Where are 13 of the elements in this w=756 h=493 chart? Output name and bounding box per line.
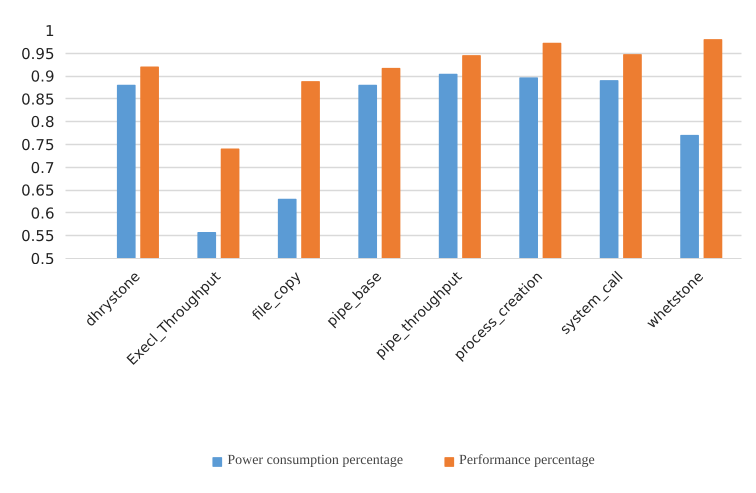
legend-label: Performance percentage — [459, 453, 595, 469]
y-tick-label: 0.75 — [21, 136, 55, 154]
y-tick-label: 0.85 — [21, 90, 55, 108]
y-tick-label: 0.55 — [21, 227, 55, 246]
y-tick-label: 0.95 — [21, 44, 55, 63]
y-tick-label: 0.6 — [30, 204, 55, 222]
y-tick-label: 0.8 — [30, 113, 55, 132]
y-tick-label: 0.5 — [30, 250, 55, 268]
legend-label: Power consumption percentage — [227, 453, 404, 469]
y-tick-label: 0.7 — [30, 158, 55, 177]
y-tick-label: 0.9 — [30, 68, 55, 86]
y-tick-label: 0.65 — [21, 182, 55, 200]
y-tick-label: 1 — [44, 22, 55, 40]
